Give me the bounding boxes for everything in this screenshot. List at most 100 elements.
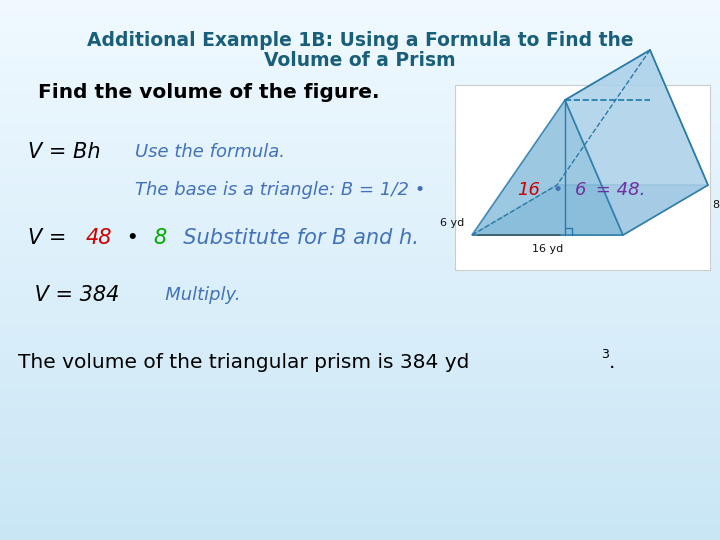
Text: Substitute for B and h.: Substitute for B and h. — [171, 228, 419, 248]
Bar — [0, 324, 720, 329]
Bar — [0, 405, 720, 410]
Bar — [0, 421, 720, 427]
Bar — [0, 400, 720, 405]
Bar — [0, 16, 720, 22]
Bar — [0, 275, 720, 281]
Bar — [0, 281, 720, 286]
Bar — [0, 286, 720, 292]
Bar — [0, 346, 720, 351]
Text: Find the volume of the figure.: Find the volume of the figure. — [38, 83, 379, 102]
Bar — [0, 238, 720, 243]
Bar — [0, 113, 720, 119]
Bar — [0, 184, 720, 189]
Text: 6 yd: 6 yd — [440, 218, 464, 228]
Bar — [0, 221, 720, 227]
Bar — [0, 27, 720, 32]
Bar — [0, 378, 720, 383]
Polygon shape — [472, 185, 708, 235]
Bar — [0, 319, 720, 324]
Text: Use the formula.: Use the formula. — [135, 143, 285, 161]
Bar — [0, 529, 720, 535]
Bar — [0, 486, 720, 491]
Bar — [0, 205, 720, 211]
Text: The base is a triangle: B = 1/2 •: The base is a triangle: B = 1/2 • — [135, 181, 431, 199]
Bar — [0, 313, 720, 319]
Bar — [0, 362, 720, 367]
Bar — [0, 76, 720, 81]
Bar — [0, 194, 720, 200]
Text: •: • — [120, 228, 146, 248]
Bar — [0, 335, 720, 340]
Text: 3: 3 — [601, 348, 609, 361]
Text: Volume of a Prism: Volume of a Prism — [264, 51, 456, 71]
Bar — [0, 470, 720, 475]
Text: The volume of the triangular prism is 384 yd: The volume of the triangular prism is 38… — [18, 353, 469, 372]
Bar — [0, 340, 720, 346]
Bar — [0, 464, 720, 470]
Text: 48: 48 — [86, 228, 112, 248]
Bar — [0, 389, 720, 394]
Bar — [0, 427, 720, 432]
Text: 8: 8 — [153, 228, 166, 248]
Bar — [0, 227, 720, 232]
Text: = 48.: = 48. — [590, 181, 646, 199]
Bar — [0, 394, 720, 400]
Text: •: • — [546, 181, 569, 199]
Bar — [0, 437, 720, 443]
Bar — [0, 248, 720, 254]
Bar — [0, 448, 720, 454]
Bar — [0, 124, 720, 130]
Bar — [0, 513, 720, 518]
Bar — [0, 146, 720, 151]
Bar — [0, 232, 720, 238]
Text: V =: V = — [28, 228, 73, 248]
Bar — [0, 157, 720, 162]
Text: V = Bh: V = Bh — [28, 142, 101, 162]
Bar — [0, 410, 720, 416]
Bar — [0, 38, 720, 43]
Bar — [0, 49, 720, 54]
Bar — [0, 59, 720, 65]
Bar — [0, 178, 720, 184]
Bar — [0, 502, 720, 508]
Bar — [0, 270, 720, 275]
Bar — [0, 497, 720, 502]
Bar — [0, 329, 720, 335]
Bar — [0, 254, 720, 259]
Polygon shape — [565, 50, 708, 235]
Text: Multiply.: Multiply. — [148, 286, 240, 304]
Bar — [0, 167, 720, 173]
Polygon shape — [472, 100, 623, 235]
Bar — [0, 211, 720, 216]
Text: 16: 16 — [517, 181, 540, 199]
Bar — [0, 54, 720, 59]
Bar — [0, 432, 720, 437]
Bar — [0, 491, 720, 497]
Bar — [0, 130, 720, 135]
Bar — [0, 92, 720, 97]
Bar — [0, 200, 720, 205]
Bar — [0, 32, 720, 38]
Bar — [0, 518, 720, 524]
Bar — [0, 43, 720, 49]
Bar — [0, 367, 720, 373]
Bar — [0, 65, 720, 70]
Bar — [0, 265, 720, 270]
Bar — [0, 373, 720, 378]
Bar — [0, 5, 720, 11]
Bar — [0, 140, 720, 146]
Bar — [0, 508, 720, 513]
Bar — [0, 162, 720, 167]
Bar — [0, 351, 720, 356]
Bar — [0, 216, 720, 221]
Bar — [0, 151, 720, 157]
Bar — [0, 454, 720, 459]
Bar — [0, 297, 720, 302]
Bar — [0, 259, 720, 265]
Bar — [0, 443, 720, 448]
Text: The volume of the triangular prism is 384 yd: The volume of the triangular prism is 38… — [18, 353, 469, 372]
Bar — [0, 416, 720, 421]
FancyBboxPatch shape — [455, 85, 710, 270]
Bar — [0, 103, 720, 108]
Bar — [0, 459, 720, 464]
